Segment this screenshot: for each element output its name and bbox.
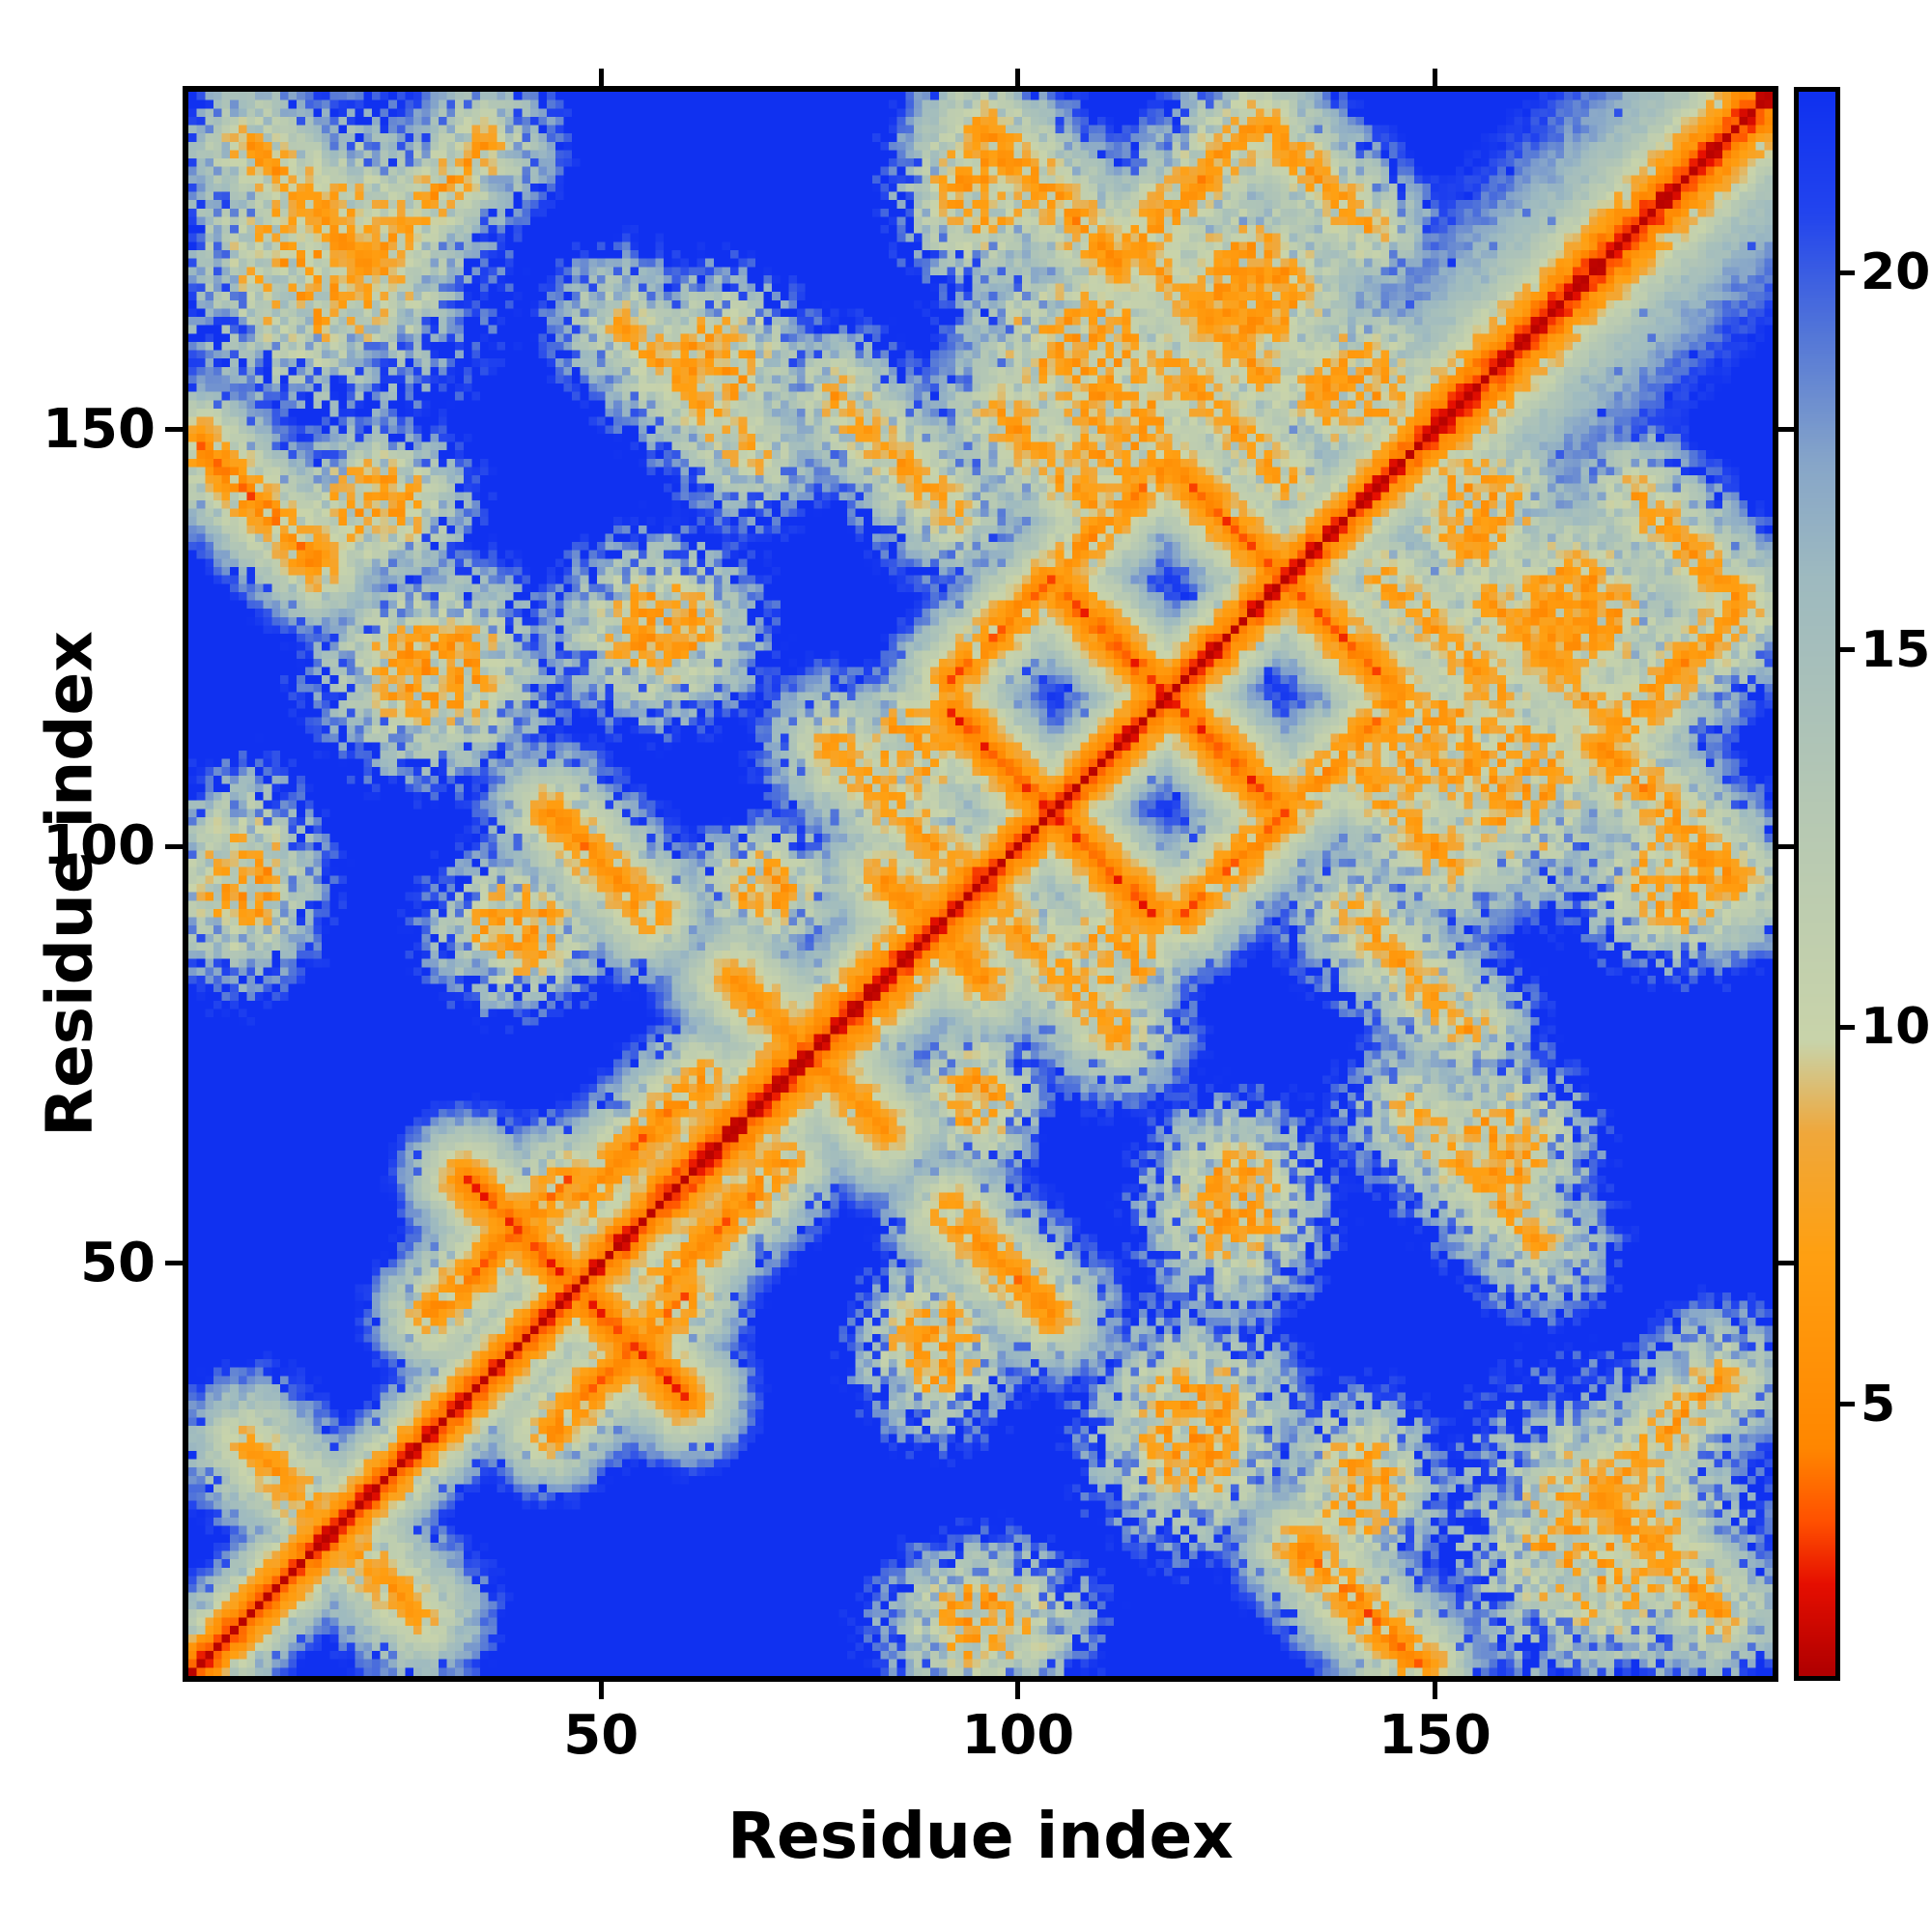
colorbar-tick-label: 15 bbox=[1861, 620, 1931, 679]
x-tick-top bbox=[598, 69, 604, 86]
y-tick-right bbox=[1778, 843, 1796, 849]
colorbar-tick-label: 20 bbox=[1861, 243, 1931, 302]
y-tick bbox=[165, 1261, 183, 1266]
x-tick-label: 100 bbox=[961, 1704, 1075, 1767]
x-axis-label: Residue index bbox=[727, 1799, 1234, 1873]
heatmap-canvas bbox=[188, 92, 1773, 1676]
colorbar-tick bbox=[1840, 270, 1855, 275]
colorbar-tick bbox=[1840, 647, 1855, 653]
x-tick-top bbox=[1015, 69, 1021, 86]
y-tick-right bbox=[1778, 1261, 1796, 1266]
y-tick-label: 150 bbox=[43, 397, 156, 461]
y-axis-label: Residue index bbox=[32, 631, 107, 1137]
x-tick bbox=[1432, 1682, 1437, 1699]
y-tick-label: 100 bbox=[43, 814, 156, 878]
y-tick-label: 50 bbox=[80, 1231, 156, 1294]
x-tick bbox=[1015, 1682, 1021, 1699]
y-tick bbox=[165, 843, 183, 849]
colorbar-tick-label: 10 bbox=[1861, 998, 1931, 1057]
y-tick bbox=[165, 427, 183, 433]
colorbar-tick bbox=[1840, 1402, 1855, 1407]
colorbar bbox=[1799, 92, 1835, 1676]
colorbar-tick-label: 5 bbox=[1861, 1375, 1896, 1434]
x-tick-label: 50 bbox=[563, 1704, 639, 1767]
y-tick-right bbox=[1778, 427, 1796, 433]
x-tick-top bbox=[1432, 69, 1437, 86]
x-tick-label: 150 bbox=[1378, 1704, 1492, 1767]
colorbar-tick bbox=[1840, 1024, 1855, 1030]
x-tick bbox=[598, 1682, 604, 1699]
